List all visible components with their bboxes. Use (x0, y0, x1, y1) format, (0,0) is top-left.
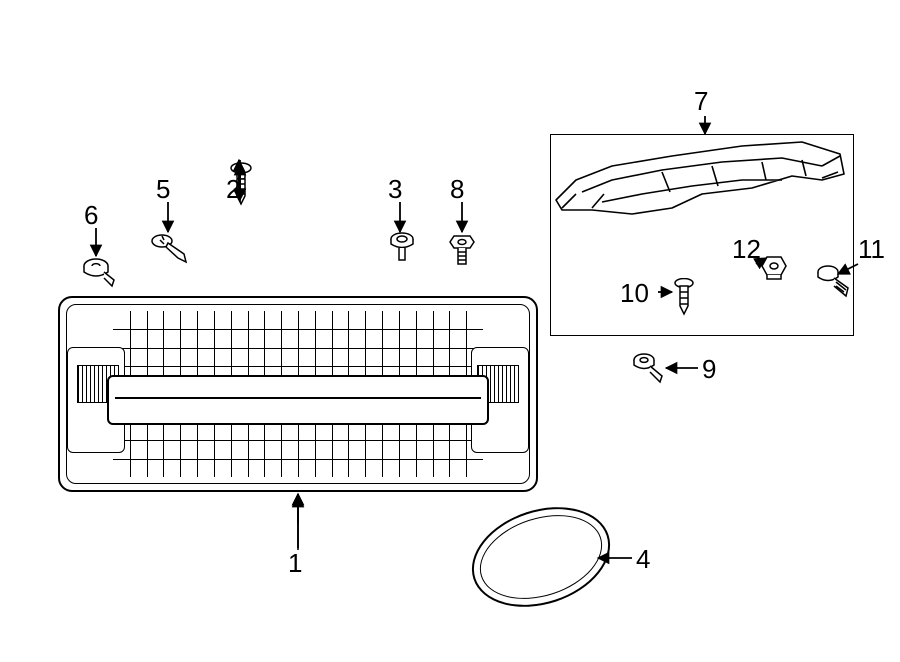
callout-3: 3 (388, 174, 402, 205)
callout-6: 6 (84, 200, 98, 231)
callout-2: 2 (226, 174, 240, 205)
bracket-nut-12 (760, 254, 788, 287)
callout-9: 9 (702, 354, 716, 385)
callout-5: 5 (156, 174, 170, 205)
grille-screw (150, 232, 190, 275)
grille-nut (82, 256, 118, 295)
callout-11: 11 (858, 234, 885, 265)
bracket-push-pin-10 (672, 278, 696, 321)
callout-10: 10 (620, 278, 649, 309)
callout-1: 1 (288, 548, 302, 579)
bracket-bolt-11 (816, 264, 852, 305)
callout-4: 4 (636, 544, 650, 575)
bracket-bolt-9 (632, 352, 666, 391)
grille-inner-frame (66, 304, 530, 484)
parts-diagram-canvas: 1 2 3 4 5 6 7 8 9 10 11 12 (0, 0, 900, 662)
grille-bolt-8 (448, 232, 482, 273)
callout-12: 12 (732, 234, 761, 265)
callout-7: 7 (694, 86, 708, 117)
emblem-oval (459, 490, 623, 623)
grille-assembly (58, 296, 538, 492)
grille-center-bar (107, 375, 489, 425)
callout-8: 8 (450, 174, 464, 205)
grille-bolt-3 (388, 232, 418, 269)
mount-bracket-drawing (552, 136, 852, 256)
